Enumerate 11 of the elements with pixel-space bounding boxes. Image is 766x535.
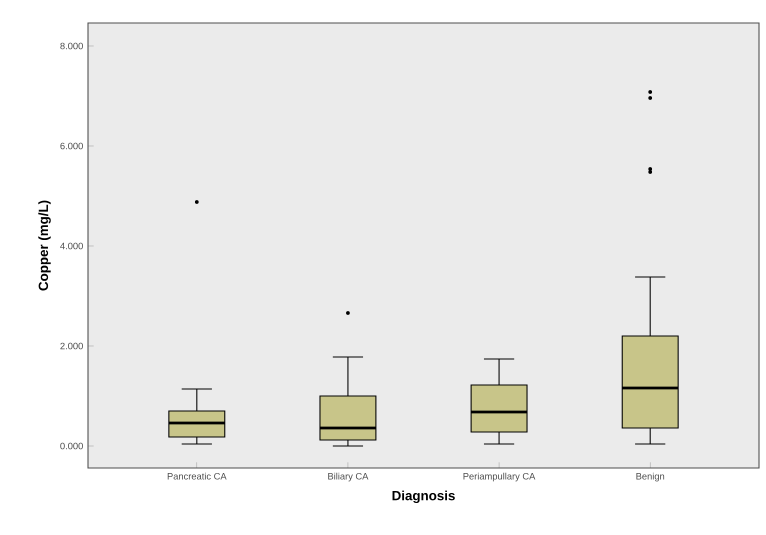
y-tick-label: 4.000 (60, 242, 83, 250)
y-tick-label: 0.000 (60, 442, 83, 450)
x-tick-label: Periampullary CA (464, 472, 536, 482)
x-axis-title: Diagnosis (392, 490, 455, 504)
y-axis-title: Copper (mg/L) (38, 200, 51, 291)
x-tick-label: Benign (636, 472, 664, 482)
y-tick-label: 2.000 (60, 342, 83, 350)
y-tick-label: 6.000 (60, 142, 83, 150)
x-tick-label: Biliary CA (328, 472, 368, 482)
y-tick-label: 8.000 (60, 42, 83, 50)
x-tick-label: Pancreatic CA (168, 472, 227, 480)
